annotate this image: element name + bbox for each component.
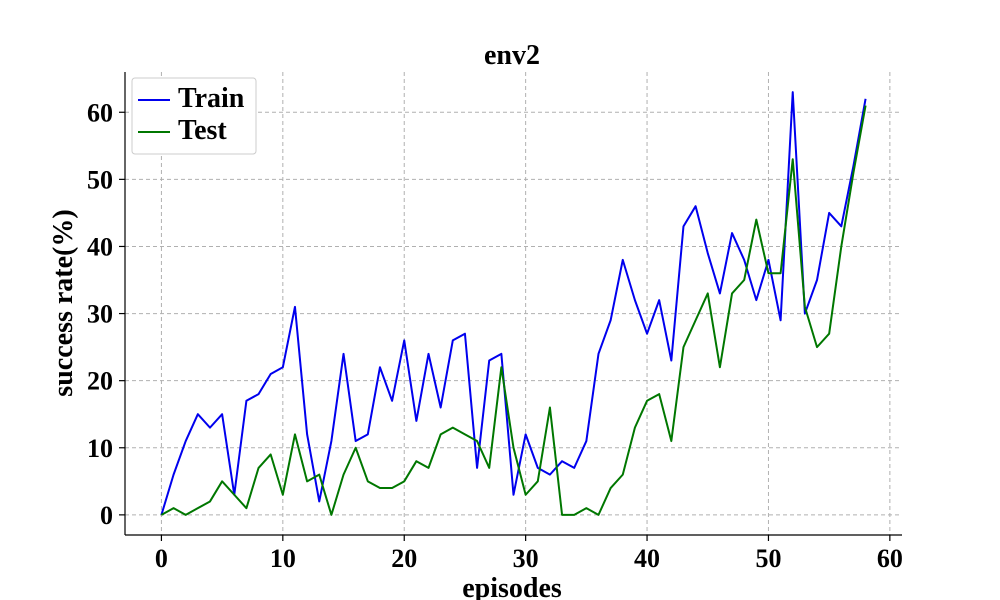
y-tick-label: 10 (87, 434, 113, 463)
x-tick-label: 60 (877, 544, 903, 573)
x-axis-label: episodes (462, 573, 562, 600)
y-tick-label: 30 (87, 300, 113, 329)
legend-box (131, 77, 257, 155)
x-tick-label: 0 (155, 544, 168, 573)
legend-label-test: Test (178, 115, 227, 146)
x-tick-label: 20 (391, 544, 417, 573)
series-line-train (160, 91, 867, 516)
x-tick-label: 30 (513, 544, 539, 573)
grid (125, 72, 902, 535)
y-tick-label: 20 (87, 367, 113, 396)
axes-spines (124, 72, 902, 536)
series-line-test (160, 105, 867, 516)
series-lines (160, 91, 867, 516)
x-tick-label: 10 (270, 544, 296, 573)
chart-title: env2 (484, 40, 540, 71)
y-axis-label: success rate(%) (48, 209, 79, 396)
legend: Train Test (131, 77, 257, 155)
x-tick-label: 40 (634, 544, 660, 573)
y-tick-label: 0 (100, 501, 113, 530)
y-tick-label: 50 (87, 165, 113, 194)
legend-label-train: Train (178, 83, 245, 114)
y-tick-label: 40 (87, 232, 113, 261)
y-tick-label: 60 (87, 98, 113, 127)
x-tick-label: 50 (755, 544, 781, 573)
axis-ticks: 0 10 20 30 40 50 60 0 10 20 30 40 50 60 (87, 98, 903, 573)
